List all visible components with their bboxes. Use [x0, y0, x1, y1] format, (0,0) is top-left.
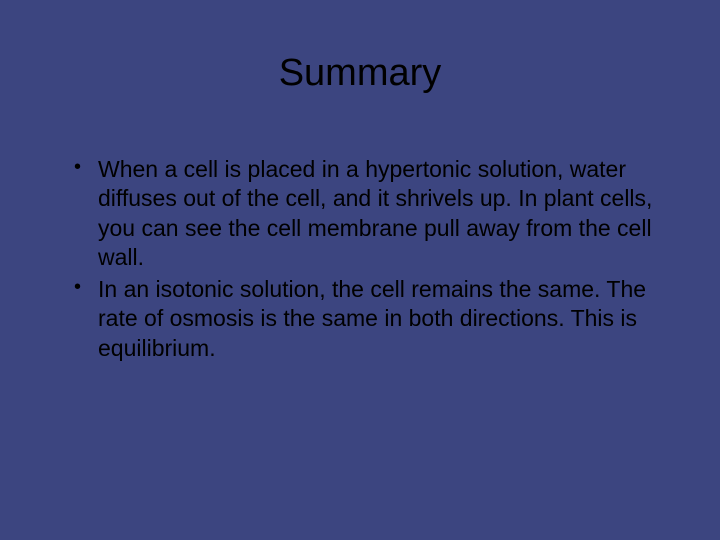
- bullet-item: In an isotonic solution, the cell remain…: [70, 275, 660, 363]
- bullet-list: When a cell is placed in a hypertonic so…: [70, 155, 660, 363]
- slide-title: Summary: [0, 52, 720, 95]
- slide: Summary When a cell is placed in a hyper…: [0, 0, 720, 540]
- slide-body: When a cell is placed in a hypertonic so…: [70, 155, 660, 365]
- bullet-item: When a cell is placed in a hypertonic so…: [70, 155, 660, 273]
